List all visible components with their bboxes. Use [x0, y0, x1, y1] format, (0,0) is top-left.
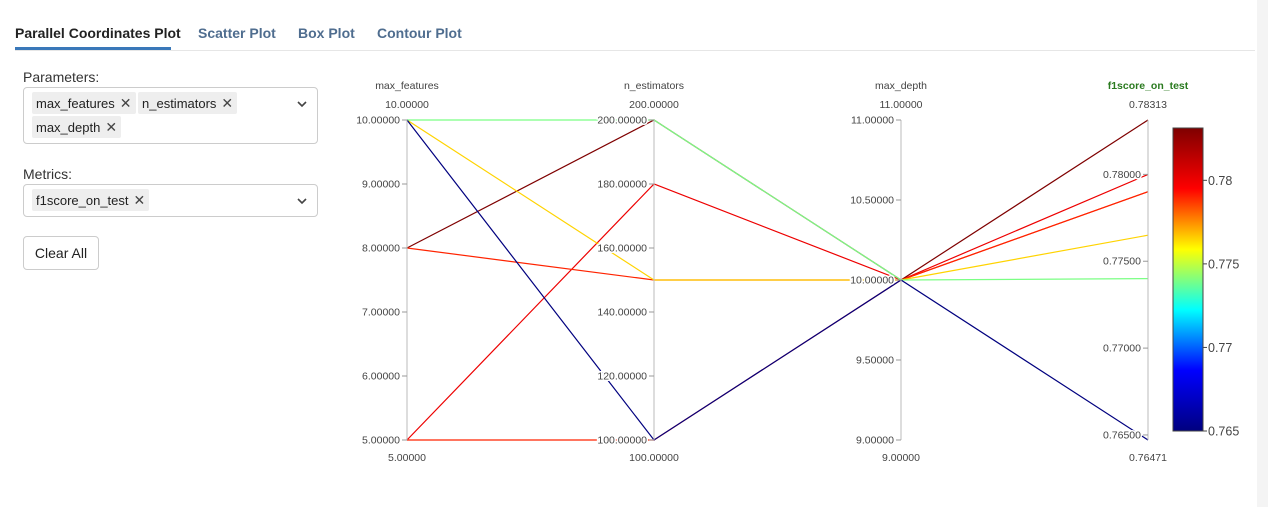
axis-title: f1score_on_test [1108, 80, 1189, 92]
chevron-down-icon[interactable] [295, 97, 309, 111]
metrics-select[interactable]: f1score_on_test ✕ [23, 184, 318, 217]
tick-label: 160.00000 [597, 243, 647, 255]
axis-max-label: 11.00000 [879, 99, 922, 111]
axis-min-label: 5.00000 [388, 452, 426, 464]
axis-title: max_depth [875, 80, 927, 92]
chip-label: f1score_on_test [36, 193, 129, 208]
colorbar-tick-label: 0.77 [1208, 341, 1232, 355]
tick-label: 200.00000 [597, 115, 647, 127]
data-line [406, 119, 1149, 441]
axis-title: max_features [375, 80, 439, 92]
chip-label: max_depth [36, 120, 101, 135]
tick-label: 10.00000 [356, 115, 400, 127]
tab-scatter-plot[interactable]: Scatter Plot [198, 25, 276, 41]
chevron-down-icon[interactable] [295, 194, 309, 208]
axis-min-label: 9.00000 [882, 452, 920, 464]
tick-label: 0.77000 [1103, 343, 1141, 355]
tick-label: 10.50000 [850, 195, 894, 207]
tick-label: 180.00000 [597, 179, 647, 191]
metrics-label: Metrics: [23, 166, 72, 182]
parameter-chip: n_estimators ✕ [138, 92, 238, 114]
axis-max-label: 200.00000 [629, 99, 679, 111]
tick-label: 9.50000 [856, 355, 894, 367]
parameters-select[interactable]: max_features ✕ n_estimators ✕ max_depth ✕ [23, 87, 318, 144]
axis-min-label: 0.76471 [1129, 452, 1167, 464]
scrollbar[interactable] [1257, 0, 1268, 507]
axis-max-label: 0.78313 [1129, 99, 1167, 111]
tick-label: 7.00000 [362, 307, 400, 319]
colorbar-tick-label: 0.775 [1208, 257, 1239, 271]
chip-label: n_estimators [142, 96, 217, 111]
clear-all-button[interactable]: Clear All [23, 236, 99, 270]
tab-parallel-coordinates-plot[interactable]: Parallel Coordinates Plot [15, 25, 181, 41]
tab-box-plot[interactable]: Box Plot [298, 25, 355, 41]
tab-bar: Parallel Coordinates Plot Scatter Plot B… [15, 18, 1255, 51]
axis-title: n_estimators [624, 80, 684, 92]
metric-chip: f1score_on_test ✕ [32, 189, 150, 211]
close-icon[interactable]: ✕ [221, 95, 234, 111]
tick-label: 0.76500 [1103, 429, 1141, 441]
close-icon[interactable]: ✕ [133, 192, 146, 208]
chip-label: max_features [36, 96, 115, 111]
colorbar [1172, 127, 1204, 432]
data-line [407, 191, 1149, 441]
axis-min-label: 100.00000 [629, 452, 679, 464]
tick-label: 140.00000 [597, 307, 647, 319]
tick-label: 0.77500 [1103, 256, 1141, 268]
tick-label: 120.00000 [597, 371, 647, 383]
tick-label: 0.78000 [1103, 169, 1141, 181]
close-icon[interactable]: ✕ [105, 119, 118, 135]
parameters-label: Parameters: [23, 69, 100, 85]
axis-max-label: 10.00000 [385, 99, 429, 111]
colorbar-tick-label: 0.78 [1208, 174, 1232, 188]
close-icon[interactable]: ✕ [119, 95, 132, 111]
data-line [407, 119, 1149, 281]
tick-label: 10.00000 [850, 275, 894, 287]
data-line [406, 191, 1149, 281]
tick-label: 11.00000 [851, 115, 894, 127]
tick-label: 9.00000 [362, 179, 400, 191]
tick-label: 9.00000 [856, 435, 894, 447]
parameter-chip: max_depth ✕ [32, 116, 122, 138]
parameter-chip: max_features ✕ [32, 92, 136, 114]
colorbar-tick-label: 0.765 [1208, 425, 1239, 439]
tick-label: 6.00000 [362, 371, 400, 383]
tab-contour-plot[interactable]: Contour Plot [377, 25, 462, 41]
active-tab-indicator [15, 47, 171, 50]
tick-label: 100.00000 [597, 435, 647, 447]
data-line [406, 173, 1149, 441]
data-line [406, 119, 1149, 281]
tick-label: 8.00000 [362, 243, 400, 255]
tick-label: 5.00000 [362, 435, 400, 447]
